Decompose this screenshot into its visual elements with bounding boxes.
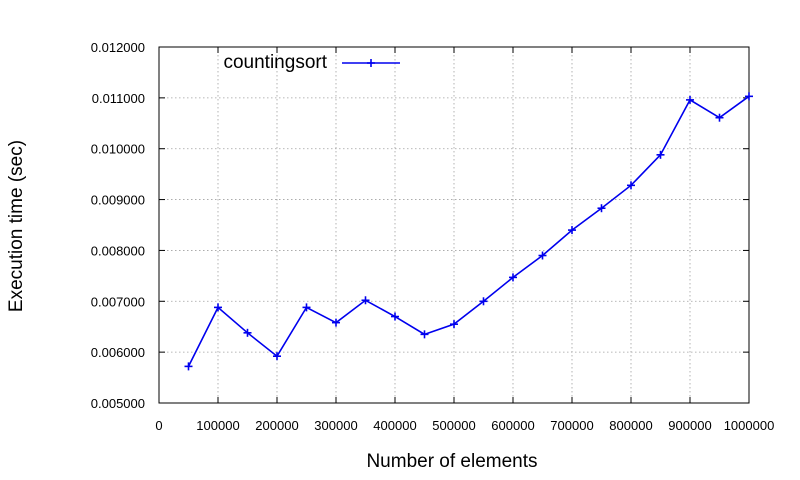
y-tick-label: 0.006000 <box>91 345 145 360</box>
series-line-countingsort <box>187 95 750 367</box>
legend-label-countingsort: countingsort <box>223 52 327 73</box>
x-tick-label: 900000 <box>668 418 711 433</box>
data-point <box>479 297 488 306</box>
y-tick-label: 0.011000 <box>92 91 145 106</box>
series-layer <box>184 92 753 371</box>
y-tick-label: 0.010000 <box>91 142 145 157</box>
data-point <box>450 320 458 329</box>
data-point <box>391 312 399 321</box>
y-tick-label: 0.008000 <box>91 243 145 258</box>
y-axis-title: Execution time (sec) <box>6 140 27 312</box>
data-point <box>597 204 606 213</box>
x-tick-label: 200000 <box>255 418 298 433</box>
data-point <box>656 150 665 159</box>
x-tick-label: 1000000 <box>724 418 775 433</box>
data-point <box>568 226 576 235</box>
data-point <box>745 92 753 101</box>
x-tick-label: 0 <box>155 418 162 433</box>
x-tick-label: 800000 <box>609 418 652 433</box>
x-tick-labels: 0 100000 200000 300000 400000 500000 600000 700… <box>155 418 774 433</box>
y-tick-label: 0.007000 <box>91 294 145 309</box>
x-axis-title: Number of elements <box>366 451 537 472</box>
data-point <box>715 113 724 122</box>
x-tick-label: 300000 <box>314 418 357 433</box>
x-tick-label: 700000 <box>550 418 593 433</box>
y-tick-label: 0.012000 <box>91 40 145 55</box>
x-tick-label: 500000 <box>432 418 475 433</box>
data-point <box>420 330 429 339</box>
data-point <box>627 181 635 190</box>
data-point <box>243 328 252 337</box>
grid-lines <box>159 47 749 403</box>
data-point <box>302 303 311 312</box>
data-point <box>509 273 517 282</box>
data-point <box>686 95 694 104</box>
data-point <box>214 303 222 312</box>
data-point <box>273 352 281 361</box>
legend-marker-countingsort <box>367 59 375 67</box>
y-tick-label: 0.009000 <box>91 193 145 208</box>
x-tick-label: 100000 <box>196 418 239 433</box>
x-tick-label: 400000 <box>373 418 416 433</box>
axes <box>158 46 750 404</box>
y-tick-label: 0.005000 <box>91 396 145 411</box>
legend: countingsort <box>223 52 400 73</box>
data-point <box>538 251 547 260</box>
data-point <box>332 318 340 327</box>
data-point <box>361 296 370 305</box>
y-tick-labels: 0.005000 0.006000 0.007000 0.008000 0.009000… <box>91 40 145 411</box>
x-tick-label: 600000 <box>491 418 534 433</box>
data-point <box>184 362 193 371</box>
